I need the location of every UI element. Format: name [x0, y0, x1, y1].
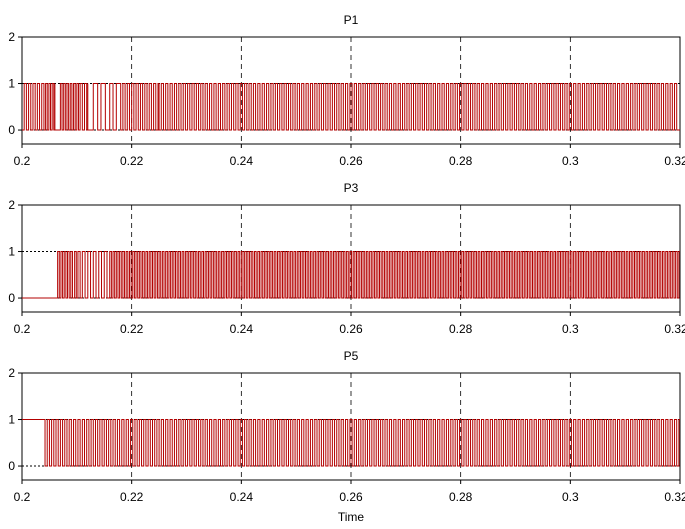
- y-tick-label: 0: [8, 459, 15, 473]
- y-tick-label: 0: [8, 123, 15, 137]
- y-tick-label: 0: [8, 291, 15, 305]
- chart-panel-p5: P5 0.2 0.22 0.24 0.26 0.28 0.3 0.32 0 1 2: [8, 349, 685, 504]
- x-tick-label: 0.22: [120, 154, 144, 168]
- x-tick-label: 0.28: [449, 490, 473, 504]
- chart-panel-p3: P3 0.2 0.22 0.24 0.26 0.28 0.3 0.32 0 1 2: [8, 181, 685, 336]
- x-tick-label: 0.26: [339, 154, 363, 168]
- y-tick-label: 1: [8, 77, 15, 91]
- y-tick-label: 2: [8, 366, 15, 380]
- x-tick-label: 0.3: [562, 322, 579, 336]
- series-line-p5: [22, 419, 680, 467]
- x-tick-label: 0.3: [562, 490, 579, 504]
- x-tick-label: 0.2: [14, 322, 31, 336]
- series-line-p3: [22, 251, 680, 299]
- y-tick-label: 2: [8, 198, 15, 212]
- x-tick-label: 0.26: [339, 490, 363, 504]
- x-tick-label: 0.2: [14, 490, 31, 504]
- x-tick-label: 0.32: [664, 490, 685, 504]
- chart-panel-p1: P1 0.2 0.22 0.24 0.26 0.28 0.3 0.32 0 1 2: [8, 13, 685, 168]
- x-tick-label: 0.32: [664, 322, 685, 336]
- y-tick-label: 1: [8, 413, 15, 427]
- x-tick-label: 0.26: [339, 322, 363, 336]
- x-tick-label: 0.24: [230, 322, 254, 336]
- chart-title: P5: [344, 349, 359, 363]
- chart-title: P1: [344, 13, 359, 27]
- y-tick-label: 1: [8, 245, 15, 259]
- x-tick-label: 0.32: [664, 154, 685, 168]
- x-tick-label: 0.3: [562, 154, 579, 168]
- x-tick-label: 0.2: [14, 154, 31, 168]
- series-line-p1: [22, 83, 680, 131]
- x-tick-label: 0.22: [120, 490, 144, 504]
- y-tick-label: 2: [8, 30, 15, 44]
- x-tick-label: 0.24: [230, 154, 254, 168]
- x-tick-label: 0.24: [230, 490, 254, 504]
- chart-title: P3: [344, 181, 359, 195]
- x-tick-label: 0.22: [120, 322, 144, 336]
- x-tick-label: 0.28: [449, 322, 473, 336]
- x-tick-label: 0.28: [449, 154, 473, 168]
- x-axis-label: Time: [338, 510, 365, 524]
